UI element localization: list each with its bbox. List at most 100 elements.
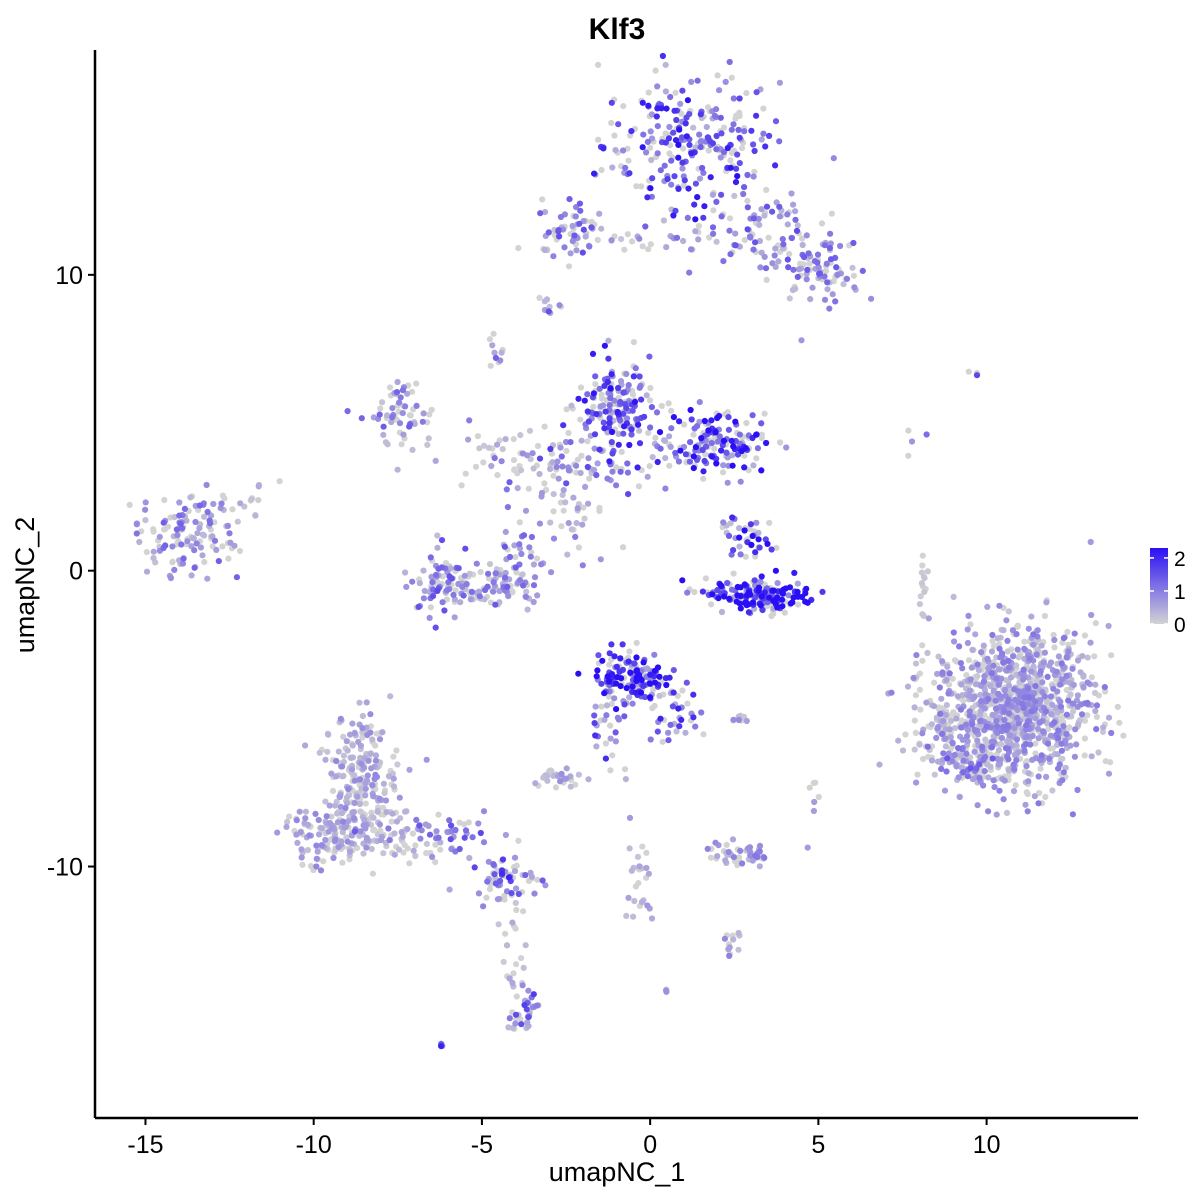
data-point	[1069, 708, 1077, 715]
data-point	[638, 183, 645, 190]
data-point	[1064, 628, 1071, 636]
data-point	[653, 113, 660, 120]
data-point	[1042, 793, 1049, 801]
data-point	[1032, 698, 1039, 705]
data-point	[621, 246, 628, 253]
data-point	[356, 699, 363, 706]
data-point	[371, 826, 378, 833]
data-point	[718, 213, 725, 220]
data-point	[851, 284, 858, 291]
data-point	[565, 429, 572, 437]
data-point	[1067, 691, 1074, 698]
data-point	[958, 681, 965, 688]
data-point	[749, 412, 756, 419]
data-point	[643, 149, 650, 156]
data-point	[695, 222, 703, 230]
data-point	[621, 713, 628, 720]
data-point	[948, 711, 955, 718]
data-point	[931, 771, 938, 778]
data-point	[699, 446, 706, 454]
data-point	[331, 831, 338, 839]
data-point	[974, 737, 981, 744]
data-point	[486, 336, 493, 343]
data-point	[1004, 700, 1011, 707]
data-point	[518, 1021, 525, 1028]
data-point	[483, 894, 490, 901]
data-point	[1095, 749, 1102, 756]
data-point	[575, 771, 583, 778]
data-point	[1088, 611, 1095, 619]
data-point	[675, 185, 682, 192]
data-point	[912, 729, 920, 737]
data-point	[424, 441, 431, 448]
data-point	[597, 403, 604, 410]
data-point	[384, 412, 391, 419]
data-point	[274, 829, 281, 836]
data-point	[1039, 679, 1046, 686]
data-point	[668, 181, 675, 188]
data-point	[672, 449, 679, 457]
data-point	[555, 475, 562, 482]
data-point	[732, 230, 739, 237]
x-tick-label: -15	[127, 1131, 163, 1159]
colorbar-label: 1	[1174, 581, 1186, 604]
data-point	[573, 247, 580, 254]
data-point	[601, 425, 608, 432]
data-point	[344, 747, 351, 754]
data-point	[786, 250, 793, 257]
data-point	[916, 601, 924, 608]
data-point	[619, 544, 627, 551]
data-point	[174, 532, 181, 539]
data-point	[429, 853, 436, 861]
data-point	[1070, 681, 1077, 689]
data-point	[332, 802, 339, 809]
data-point	[437, 839, 444, 846]
data-point	[984, 655, 991, 662]
data-point	[1011, 686, 1018, 693]
data-point	[435, 834, 442, 841]
data-point	[471, 864, 478, 871]
data-point	[1074, 692, 1081, 699]
data-point	[622, 776, 630, 783]
data-point	[784, 211, 791, 218]
data-point	[1048, 711, 1055, 718]
data-point	[550, 772, 557, 780]
data-point	[429, 579, 436, 586]
data-point	[763, 439, 770, 447]
data-point	[1043, 599, 1050, 606]
data-point	[913, 779, 920, 786]
data-point	[406, 423, 413, 430]
data-point	[1063, 672, 1070, 680]
data-point	[1065, 648, 1072, 655]
data-point	[938, 695, 945, 702]
data-point	[510, 457, 518, 464]
data-point	[912, 692, 920, 699]
data-point	[843, 275, 851, 282]
data-point	[713, 132, 720, 140]
data-point	[1000, 659, 1007, 666]
data-point	[176, 499, 183, 506]
data-point	[724, 579, 731, 587]
data-point	[474, 433, 481, 440]
data-point	[647, 424, 654, 431]
data-point	[599, 657, 606, 664]
data-point	[662, 130, 669, 137]
data-point	[376, 795, 383, 802]
data-point	[686, 141, 693, 148]
data-point	[730, 121, 737, 128]
data-point	[150, 526, 157, 533]
data-point	[1069, 700, 1077, 707]
data-point	[556, 302, 563, 309]
data-point	[703, 123, 710, 131]
data-point	[142, 506, 149, 513]
data-point	[627, 669, 634, 676]
data-point	[647, 241, 655, 248]
data-point	[323, 813, 330, 820]
data-point	[1010, 788, 1018, 795]
data-point	[711, 445, 718, 452]
data-point	[988, 670, 996, 677]
data-point	[776, 203, 783, 210]
data-point	[827, 230, 834, 237]
data-point	[377, 405, 384, 412]
data-point	[645, 89, 652, 96]
